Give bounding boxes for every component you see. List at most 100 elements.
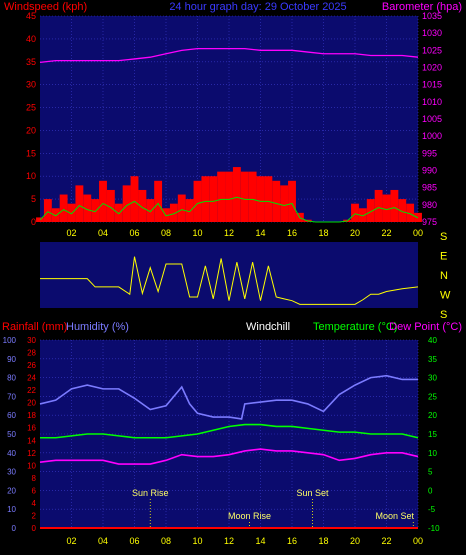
humidity-tick: 0 bbox=[12, 524, 17, 533]
event-label: Moon Set bbox=[375, 511, 414, 521]
humidity-axis-label: Humidity (%) bbox=[66, 321, 129, 333]
temperature-tick: 20 bbox=[428, 411, 437, 420]
rainfall-tick: 10 bbox=[27, 461, 36, 470]
barometer-tick: 985 bbox=[422, 183, 437, 193]
wind-gust-bar bbox=[272, 180, 281, 222]
temperature-x-tick: 04 bbox=[98, 536, 108, 546]
temperature-series bbox=[39, 374, 419, 529]
wind-gust-bar bbox=[201, 176, 210, 222]
direction-tick: E bbox=[440, 251, 447, 263]
wind-gust-bar bbox=[358, 208, 367, 222]
astronomical-events: Sun Rise Moon Rise Sun Set Moon Set bbox=[132, 488, 414, 528]
wind-gust-bar bbox=[217, 171, 226, 222]
rainfall-tick: 24 bbox=[27, 374, 36, 383]
temperature-tick: 30 bbox=[428, 374, 437, 383]
wind-average-line bbox=[39, 196, 419, 223]
temperature-tick: 35 bbox=[428, 355, 437, 364]
wind-gust-bar bbox=[288, 180, 296, 222]
wind-x-tick: 12 bbox=[224, 228, 234, 238]
humidity-tick: 20 bbox=[7, 486, 16, 495]
wind-gust-bar bbox=[43, 199, 52, 222]
windchill-label: Windchill bbox=[246, 321, 290, 333]
rainfall-tick: 8 bbox=[32, 474, 37, 483]
wind-gust-bar bbox=[114, 203, 123, 222]
wind-gust-bar bbox=[366, 199, 375, 222]
temperature-x-tick: 10 bbox=[192, 536, 202, 546]
windspeed-tick-labels: 0 5 10 15 20 25 30 35 40 45 bbox=[26, 11, 36, 227]
rainfall-axis-label: Rainfall (mm) bbox=[2, 321, 67, 333]
wind-gust-bar bbox=[225, 171, 233, 222]
windspeed-tick: 5 bbox=[31, 194, 36, 204]
wind-gust-bar bbox=[390, 189, 399, 222]
wind-gust-bar bbox=[83, 194, 92, 222]
wind-gust-bar bbox=[130, 176, 139, 222]
wind-gust-bar bbox=[374, 189, 383, 222]
windspeed-tick: 10 bbox=[26, 171, 36, 181]
barometer-axis-label: Barometer (hpa) bbox=[382, 1, 462, 13]
wind-gust-bar bbox=[280, 185, 289, 222]
temperature-tick: 15 bbox=[428, 430, 437, 439]
direction-tick: W bbox=[440, 290, 451, 302]
barometer-tick: 990 bbox=[422, 166, 437, 176]
wind-average-series bbox=[39, 196, 419, 223]
wind-gust-bar bbox=[406, 203, 415, 222]
barometer-series bbox=[39, 47, 419, 63]
windspeed-tick: 0 bbox=[31, 217, 36, 227]
direction-tick: N bbox=[440, 270, 448, 282]
wind-gust-bar bbox=[177, 194, 186, 222]
temperature-x-tick: 22 bbox=[381, 536, 391, 546]
wind-gust-bar bbox=[138, 189, 147, 222]
wind-gust-bar bbox=[169, 203, 178, 222]
rainfall-tick: 14 bbox=[27, 436, 36, 445]
temperature-x-tick: 20 bbox=[350, 536, 360, 546]
rainfall-tick: 28 bbox=[27, 349, 36, 358]
temperature-x-tick: 16 bbox=[287, 536, 297, 546]
humidity-tick-labels: 0 10 20 30 40 50 60 70 80 90 100 bbox=[3, 336, 17, 533]
temperature-x-tick: 06 bbox=[129, 536, 139, 546]
windspeed-axis-label: Windspeed (kph) bbox=[4, 1, 87, 13]
wind-x-tick: 00 bbox=[413, 228, 423, 238]
wind-gust-bar bbox=[351, 203, 359, 222]
wind-x-tick: 16 bbox=[287, 228, 297, 238]
wind-gust-bar bbox=[59, 194, 68, 222]
temperature-tick: 40 bbox=[428, 336, 437, 345]
humidity-tick: 50 bbox=[7, 430, 16, 439]
dewpoint-axis-label: Dew Point (°C) bbox=[389, 321, 462, 333]
wind-gust-bar bbox=[185, 199, 194, 222]
humidity-tick: 90 bbox=[7, 355, 16, 364]
rainfall-tick: 20 bbox=[27, 399, 36, 408]
temperature-tick: 10 bbox=[428, 449, 437, 458]
direction-tick: S bbox=[440, 309, 447, 321]
event-label: Sun Rise bbox=[132, 488, 169, 498]
humidity-tick: 30 bbox=[7, 468, 16, 477]
temperature-x-tick: 14 bbox=[255, 536, 265, 546]
wind-x-tick: 18 bbox=[318, 228, 328, 238]
wind-x-tick-labels: 02 04 06 08 10 12 14 16 18 20 22 00 bbox=[66, 228, 423, 238]
wind-x-tick: 22 bbox=[381, 228, 391, 238]
rainfall-tick: 22 bbox=[27, 386, 36, 395]
barometer-tick: 980 bbox=[422, 200, 437, 210]
wind-gust-bar bbox=[51, 208, 60, 222]
windspeed-tick: 40 bbox=[26, 34, 36, 44]
barometer-tick: 1030 bbox=[422, 28, 442, 38]
wind-gust-bar bbox=[146, 199, 155, 222]
windspeed-tick: 20 bbox=[26, 125, 36, 135]
wind-gust-bar bbox=[67, 203, 76, 222]
barometer-tick: 1020 bbox=[422, 63, 442, 73]
rainfall-tick: 16 bbox=[27, 424, 36, 433]
barometer-tick: 975 bbox=[422, 217, 437, 227]
wind-gust-bars bbox=[36, 167, 422, 222]
barometer-line bbox=[39, 47, 419, 63]
series-line bbox=[39, 374, 418, 420]
wind-gust-bar bbox=[248, 171, 257, 222]
wind-x-tick: 04 bbox=[98, 228, 108, 238]
wind-gust-bar bbox=[382, 194, 391, 222]
temperature-tick: -5 bbox=[428, 505, 436, 514]
temperature-x-tick: 12 bbox=[224, 536, 234, 546]
wind-x-tick: 08 bbox=[161, 228, 171, 238]
